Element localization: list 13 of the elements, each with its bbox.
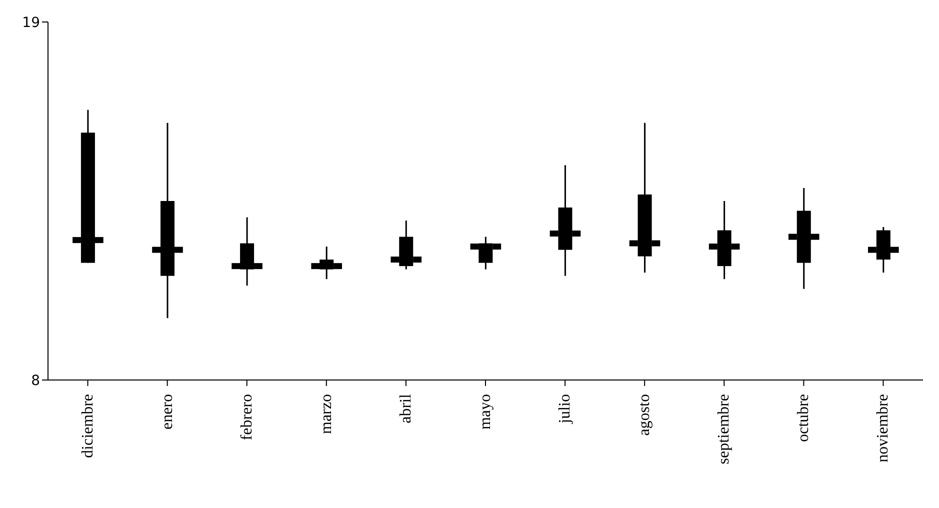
x-tick-label: enero xyxy=(158,394,176,430)
x-tick-label: febrero xyxy=(238,394,256,440)
x-tick-label: julio xyxy=(556,394,574,424)
y-tick-label: 8 xyxy=(31,372,40,389)
x-tick-label: mayo xyxy=(477,394,494,430)
x-tick-label: marzo xyxy=(318,394,335,434)
x-tick-label: octubre xyxy=(795,394,812,442)
x-tick-label: septiembre xyxy=(716,394,733,464)
x-tick-label: agosto xyxy=(636,394,654,436)
x-tick-label: abril xyxy=(397,393,414,424)
y-tick-label: 19 xyxy=(22,14,40,31)
x-tick-label: diciembre xyxy=(79,394,96,458)
x-tick-label: noviembre xyxy=(874,394,892,462)
